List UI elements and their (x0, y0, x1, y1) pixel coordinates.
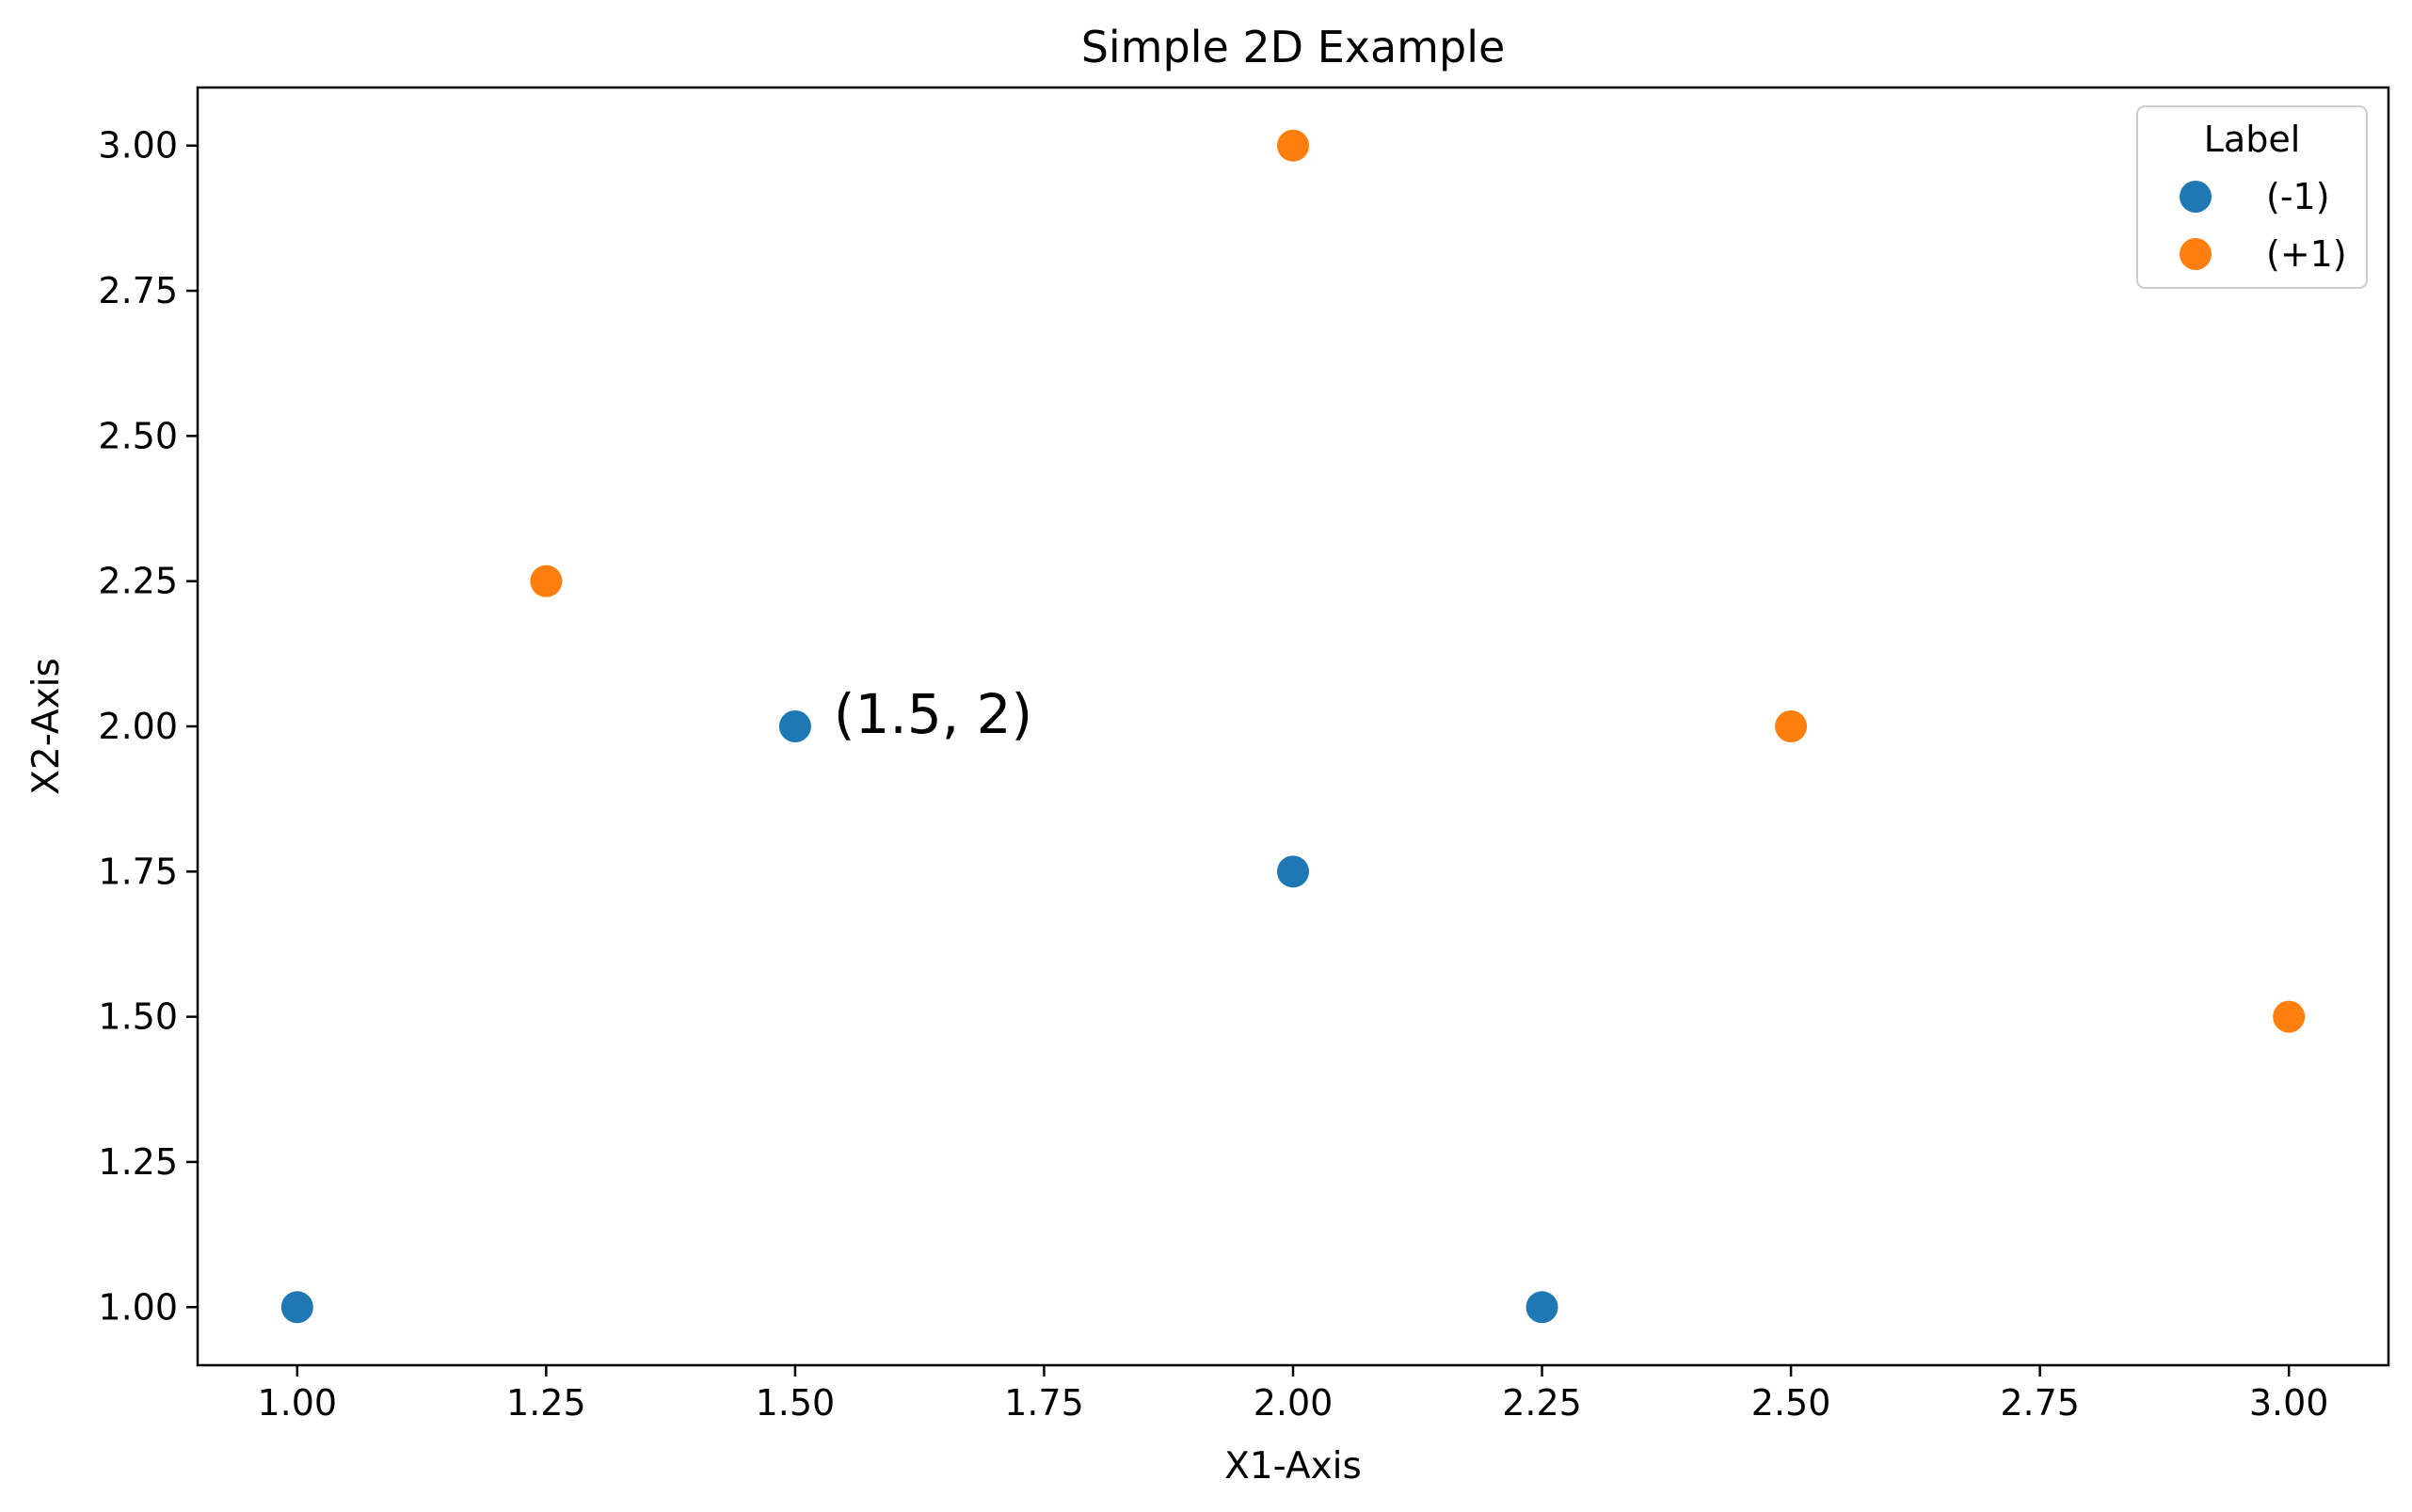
data-point-series-1 (530, 565, 563, 597)
data-point-series-1 (1775, 710, 1808, 742)
y-axis-label: X2-Axis (25, 658, 68, 795)
y-tick-label: 2.25 (98, 561, 178, 602)
legend-marker (2180, 238, 2212, 270)
data-point-series-1 (2273, 1000, 2306, 1033)
y-tick-label: 1.25 (98, 1141, 178, 1183)
legend-label: (-1) (2266, 176, 2330, 217)
legend-label: (+1) (2266, 233, 2347, 275)
x-axis-ticks: 1.00 1.25 1.50 1.75 2.00 2.25 2.50 2.75 3.00 (258, 1365, 2329, 1424)
y-tick-label: 2.50 (98, 415, 178, 456)
data-point-series-0 (778, 710, 811, 742)
x-tick-label: 2.75 (2000, 1382, 2080, 1424)
y-tick-label: 1.50 (98, 996, 178, 1038)
y-tick-label: 2.75 (98, 270, 178, 311)
point-annotation: (1.5, 2) (834, 682, 1032, 746)
x-tick-label: 1.50 (756, 1382, 836, 1424)
data-points (280, 129, 2306, 1324)
legend-title: Label (2204, 119, 2301, 160)
x-tick-label: 1.00 (258, 1382, 338, 1424)
x-tick-label: 2.00 (1254, 1382, 1334, 1424)
data-point-series-0 (1277, 855, 1309, 888)
chart-title: Simple 2D Example (1081, 22, 1506, 72)
x-tick-label: 1.25 (506, 1382, 586, 1424)
plot-area: 1.00 1.25 1.50 1.75 2.00 2.25 2.50 2.75 3.00 1.0… (98, 86, 2390, 1424)
data-point-series-0 (1525, 1291, 1558, 1324)
data-point-series-0 (280, 1291, 313, 1324)
legend: Label (-1) (+1) (2136, 105, 2368, 289)
x-axis-label: X1-Axis (1224, 1445, 1362, 1488)
data-point-series-1 (1277, 129, 1309, 162)
x-tick-label: 3.00 (2249, 1382, 2329, 1424)
y-tick-label: 3.00 (98, 125, 178, 167)
legend-marker (2180, 181, 2212, 213)
annotations: (1.5, 2) (834, 682, 1032, 746)
y-axis-ticks: 1.00 1.25 1.50 1.75 2.00 2.25 2.50 2.75 3.00 (98, 125, 198, 1328)
x-tick-label: 2.50 (1751, 1382, 1831, 1424)
y-tick-label: 1.75 (98, 851, 178, 892)
x-tick-label: 2.25 (1502, 1382, 1582, 1424)
y-tick-label: 1.00 (98, 1286, 178, 1328)
x-tick-label: 1.75 (1004, 1382, 1084, 1424)
legend-items: (-1) (+1) (2180, 176, 2347, 275)
y-tick-label: 2.00 (98, 706, 178, 747)
